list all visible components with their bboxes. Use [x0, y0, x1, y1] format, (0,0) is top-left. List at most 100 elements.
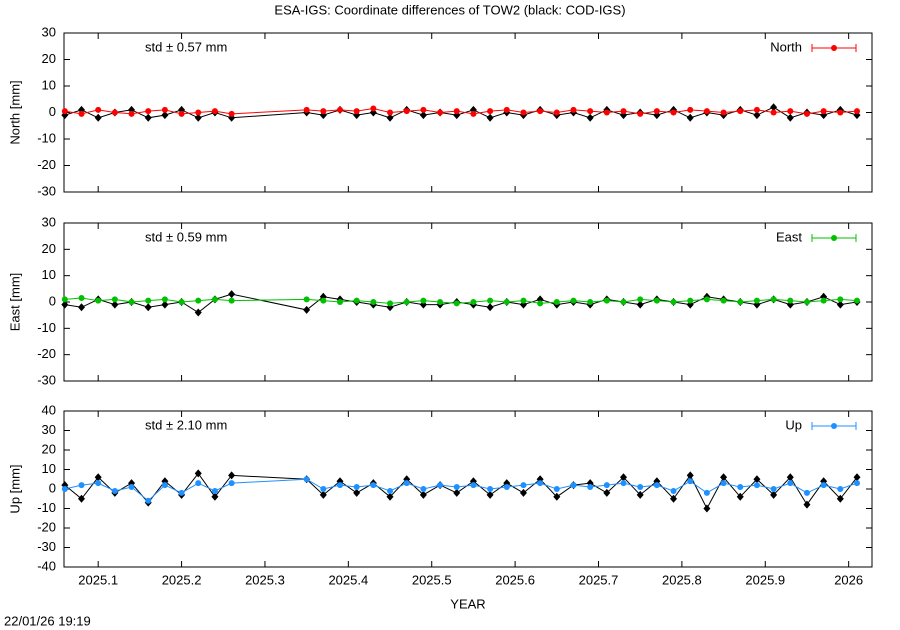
y-axis-label: East [mm] — [7, 273, 22, 332]
point — [620, 108, 627, 115]
point — [61, 486, 68, 492]
point — [553, 492, 561, 501]
legend-marker — [831, 45, 837, 51]
x-tick-label: 2025.2 — [162, 572, 202, 587]
point — [128, 484, 135, 491]
point — [670, 487, 677, 494]
point — [111, 300, 119, 309]
point — [61, 108, 68, 115]
point — [803, 489, 810, 496]
x-tick-label: 2025.6 — [495, 572, 535, 587]
point — [753, 106, 760, 113]
y-tick-label: 0 — [49, 293, 56, 308]
point — [603, 482, 610, 489]
legend-marker — [831, 423, 837, 429]
annotation: std ± 0.57 mm — [145, 39, 227, 54]
point — [94, 113, 102, 122]
y-tick-label: -10 — [37, 130, 56, 145]
point — [686, 113, 694, 122]
point — [487, 297, 494, 304]
point — [770, 109, 777, 116]
point — [320, 486, 327, 492]
point — [837, 296, 844, 303]
point — [228, 480, 235, 487]
point — [470, 110, 477, 117]
legend-label: East — [776, 229, 802, 244]
point — [95, 480, 102, 487]
point — [553, 486, 560, 492]
point — [853, 473, 861, 482]
point — [537, 108, 544, 115]
point — [228, 290, 236, 299]
point — [770, 296, 777, 303]
point — [787, 297, 794, 304]
y-tick-label: 30 — [42, 24, 56, 39]
point — [670, 299, 677, 305]
point — [95, 297, 102, 304]
point — [637, 110, 644, 117]
point — [94, 473, 102, 482]
point — [686, 471, 694, 480]
point — [144, 303, 152, 312]
y-tick-label: -10 — [37, 320, 56, 335]
point — [820, 297, 827, 304]
point — [145, 297, 152, 304]
point — [111, 296, 118, 303]
point — [320, 297, 327, 304]
point — [453, 488, 461, 497]
y-tick-label: -30 — [37, 539, 56, 554]
point — [453, 108, 460, 115]
point — [195, 109, 202, 116]
point — [78, 494, 86, 503]
point — [486, 113, 494, 122]
y-tick-label: -30 — [37, 372, 56, 387]
point — [786, 473, 794, 482]
point — [737, 108, 744, 115]
point — [111, 109, 118, 116]
point — [620, 480, 627, 487]
point — [487, 486, 494, 492]
point — [503, 299, 510, 305]
y-tick-label: 0 — [49, 104, 56, 119]
chart-title: ESA-IGS: Coordinate differences of TOW2 … — [274, 2, 625, 17]
point — [837, 109, 844, 116]
point — [303, 106, 310, 113]
point — [737, 484, 744, 491]
point — [720, 473, 728, 482]
x-tick-label: 2025.7 — [579, 572, 619, 587]
y-tick-label: 30 — [42, 214, 56, 229]
timestamp: 22/01/26 19:19 — [4, 613, 91, 628]
point — [303, 305, 311, 314]
point — [228, 471, 236, 480]
point — [403, 480, 410, 487]
point — [736, 492, 744, 501]
point — [353, 297, 360, 304]
point — [353, 108, 360, 115]
point — [519, 488, 527, 497]
point — [787, 108, 794, 115]
point — [78, 295, 85, 302]
point — [803, 110, 810, 117]
point — [145, 497, 152, 504]
point — [520, 109, 527, 116]
point — [228, 297, 235, 304]
y-tick-label: 30 — [42, 422, 56, 437]
point — [437, 299, 444, 305]
point — [337, 482, 344, 489]
point — [128, 110, 135, 117]
point — [419, 111, 427, 120]
x-tick-label: 2025.3 — [245, 572, 285, 587]
point — [195, 480, 202, 487]
point — [228, 110, 235, 117]
point — [211, 108, 218, 115]
point — [453, 484, 460, 491]
point — [770, 486, 777, 492]
point — [770, 490, 778, 499]
point — [770, 103, 778, 112]
point — [194, 113, 202, 122]
point — [420, 106, 427, 113]
point — [403, 108, 410, 115]
point — [419, 490, 427, 499]
point — [386, 113, 394, 122]
